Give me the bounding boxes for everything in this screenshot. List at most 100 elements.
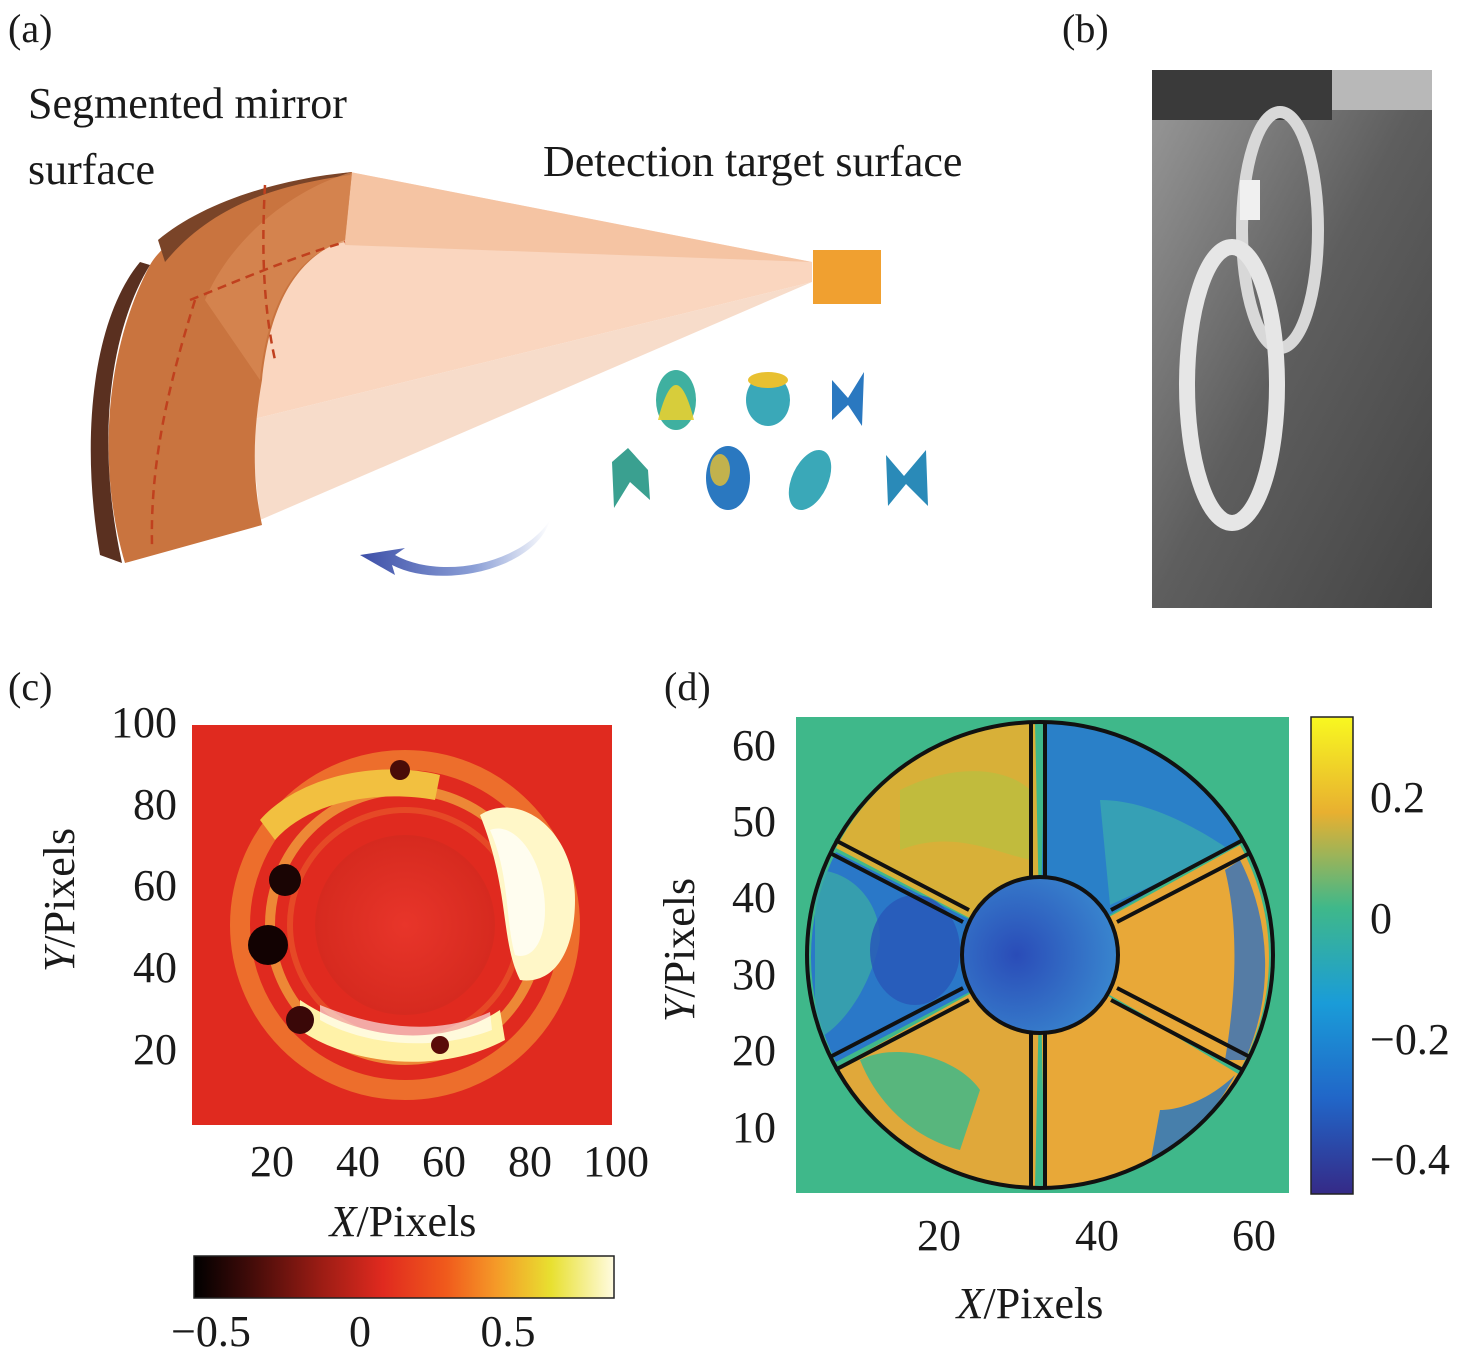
heatmap-d-segment-left-shade <box>815 870 880 1040</box>
target-square <box>813 250 881 304</box>
c-x-axis: 20 40 60 80 100 X/Pixels <box>250 1137 649 1246</box>
panel-b-label: (b) <box>1062 6 1109 51</box>
zernike-mode-7 <box>886 450 928 506</box>
zernike-modes <box>612 370 928 510</box>
heatmap-c-hot-core-bottom <box>320 1005 492 1044</box>
c-x-axis-label: X/Pixels <box>328 1197 477 1246</box>
d-y-axis-label: Y/Pixels <box>655 878 704 1022</box>
heatmap-c-cold-spot-5 <box>431 1036 449 1054</box>
heatmap-c-cold-spot-3 <box>286 1006 314 1034</box>
photo-top-wall <box>1332 70 1432 110</box>
aperture-outline <box>805 720 1275 1190</box>
photo-top-shadow <box>1152 70 1332 120</box>
d-ytick: 10 <box>732 1103 776 1152</box>
c-y-axis-label: Y/Pixels <box>35 828 84 972</box>
panel-b: (b) <box>1062 6 1432 608</box>
c-y-axis-rest: /Pixels <box>35 828 84 948</box>
c-x-axis-rest: /Pixels <box>357 1197 477 1246</box>
photo-mirror-ring-front <box>1179 239 1285 531</box>
d-colorbar-tick: −0.2 <box>1370 1015 1450 1064</box>
panel-c-label: (c) <box>8 664 52 709</box>
photo-mount <box>1240 180 1260 220</box>
c-ytick: 60 <box>133 861 177 910</box>
segment-boundaries <box>805 720 1275 1190</box>
d-xtick: 20 <box>917 1211 961 1260</box>
mirror-edge <box>90 262 150 563</box>
d-y-axis-rest: /Pixels <box>655 878 704 998</box>
d-xtick: 40 <box>1075 1211 1119 1260</box>
c-colorbar-tick: 0 <box>349 1307 371 1356</box>
c-colorbar-bar <box>193 1255 615 1299</box>
heatmap-d-segment-right <box>1040 845 1269 1070</box>
mirror-top-edge <box>158 172 352 262</box>
hub-outline <box>960 875 1120 1035</box>
zernike-mode-4 <box>612 448 650 508</box>
zernike-mode-2-rim <box>748 372 788 388</box>
d-ytick: 50 <box>732 797 776 846</box>
c-xtick: 20 <box>250 1137 294 1186</box>
c-y-axis-var: Y <box>35 943 84 972</box>
c-xtick: 100 <box>583 1137 649 1186</box>
heatmap-d-segment-bottom-left-shade <box>860 1051 980 1150</box>
spoke-lower-right <box>1110 986 1251 1072</box>
panel-d: (d) <box>655 664 1450 1328</box>
d-x-axis-var: X <box>955 1279 986 1328</box>
c-xtick: 80 <box>508 1137 552 1186</box>
heatmap-c-center <box>315 835 495 1015</box>
c-colorbar-tick: −0.5 <box>171 1307 251 1356</box>
d-y-axis-var: Y <box>655 993 704 1022</box>
heatmap-c-cold-spot-2 <box>248 925 288 965</box>
zernike-mode-6 <box>788 450 832 510</box>
panel-c: (c) 100 80 60 <box>8 664 649 1356</box>
heatmap-c-hot-lobe-bottom <box>300 1000 505 1062</box>
d-ytick: 60 <box>732 721 776 770</box>
c-x-axis-var: X <box>328 1197 359 1246</box>
rotation-arrow <box>360 520 550 576</box>
d-xtick: 60 <box>1232 1211 1276 1260</box>
heatmap-d-segment-right-edge <box>1225 860 1266 1060</box>
panel-a: (a) Segmented mirror surface Detection t… <box>8 6 962 576</box>
heatmap-c-hot-core-right <box>490 828 545 956</box>
d-colorbar-tick: −0.4 <box>1370 1135 1450 1184</box>
d-colorbar-tick: 0 <box>1370 894 1392 943</box>
beam-cone-lower <box>250 282 812 520</box>
d-y-axis: 60 50 40 30 20 10 Y/Pixels <box>655 721 776 1152</box>
target-label: Detection target surface <box>543 137 962 186</box>
heatmap-d-segment-left-low <box>870 895 960 1005</box>
d-ytick: 40 <box>732 873 776 922</box>
hot-heatmap <box>192 725 612 1125</box>
zernike-mode-5-highlight <box>710 454 730 486</box>
c-y-axis: 100 80 60 40 20 Y/Pixels <box>35 698 177 1074</box>
lab-photo <box>1152 70 1432 608</box>
heatmap-c-cold-spot-4 <box>390 760 410 780</box>
d-x-axis-label: X/Pixels <box>955 1279 1104 1328</box>
d-x-axis: 20 40 60 X/Pixels <box>917 1211 1276 1328</box>
spoke-top <box>1029 723 1047 878</box>
spoke-bottom <box>1029 1032 1047 1187</box>
c-ytick: 20 <box>133 1025 177 1074</box>
heatmap-d-segment-top-left-shade <box>900 771 1030 860</box>
panel-d-label: (d) <box>664 664 711 709</box>
mirror-upper-segment <box>205 172 352 380</box>
c-colorbar: −0.5 0 0.5 <box>171 1255 615 1356</box>
mirror-label-line1: Segmented mirror <box>28 79 347 128</box>
spoke-upper-right <box>1110 838 1251 924</box>
heatmap-d-hub <box>962 877 1118 1033</box>
c-xtick: 40 <box>336 1137 380 1186</box>
mirror-label-line2: surface <box>28 145 155 194</box>
zernike-mode-3 <box>832 372 864 426</box>
d-colorbar-tick: 0.2 <box>1370 773 1425 822</box>
beam-cone-top <box>345 172 812 262</box>
heatmap-c-warm-arc-top <box>260 769 440 840</box>
panel-a-label: (a) <box>8 6 52 51</box>
heatmap-c-cold-spot-1 <box>269 864 301 896</box>
c-xtick: 60 <box>422 1137 466 1186</box>
d-colorbar-bar <box>1310 716 1354 1195</box>
mirror-seam-3 <box>150 299 197 546</box>
d-ytick: 20 <box>732 1026 776 1075</box>
d-x-axis-rest: /Pixels <box>984 1279 1104 1328</box>
c-ytick: 100 <box>111 698 177 747</box>
zernike-mode-1-peak <box>658 385 694 420</box>
c-ytick: 80 <box>133 780 177 829</box>
